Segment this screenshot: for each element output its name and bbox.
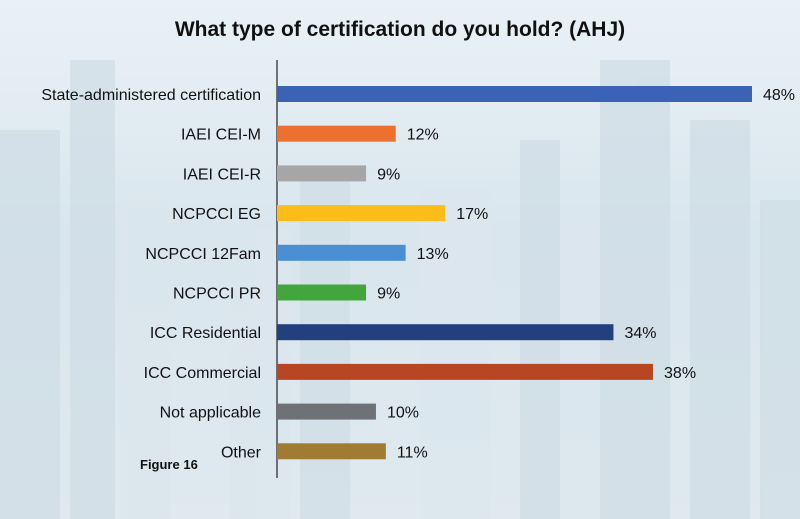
value-label: 12% bbox=[407, 127, 439, 144]
bar bbox=[277, 125, 396, 142]
category-label: ICC Residential bbox=[150, 325, 261, 342]
category-label: IAEI CEI-M bbox=[181, 127, 261, 144]
category-label: State-administered certification bbox=[41, 87, 261, 104]
value-label: 10% bbox=[387, 405, 419, 422]
bar bbox=[277, 324, 614, 341]
value-label: 9% bbox=[377, 286, 400, 303]
bar bbox=[277, 165, 367, 182]
bar bbox=[277, 244, 406, 261]
value-label: 34% bbox=[624, 325, 656, 342]
bar bbox=[277, 86, 752, 102]
category-label: IAEI CEI-R bbox=[183, 166, 261, 183]
category-label: NCPCCI 12Fam bbox=[145, 246, 261, 263]
bar bbox=[277, 403, 376, 420]
value-label: 9% bbox=[377, 166, 400, 183]
bar bbox=[277, 363, 654, 380]
category-label: Other bbox=[221, 444, 262, 461]
category-label: ICC Commercial bbox=[144, 365, 261, 382]
category-label: NCPCCI EG bbox=[172, 206, 261, 223]
bar bbox=[277, 443, 386, 460]
figure-label: Figure 16 bbox=[140, 457, 198, 472]
category-label: NCPCCI PR bbox=[173, 286, 261, 303]
value-label: 48% bbox=[763, 87, 795, 104]
value-label: 13% bbox=[417, 246, 449, 263]
value-label: 11% bbox=[397, 444, 428, 461]
chart-title: What type of certification do you hold? … bbox=[174, 18, 626, 41]
bar bbox=[277, 284, 367, 301]
category-label: Not applicable bbox=[160, 405, 262, 422]
bar bbox=[277, 205, 446, 222]
value-label: 17% bbox=[456, 206, 488, 223]
value-label: 38% bbox=[664, 365, 696, 382]
